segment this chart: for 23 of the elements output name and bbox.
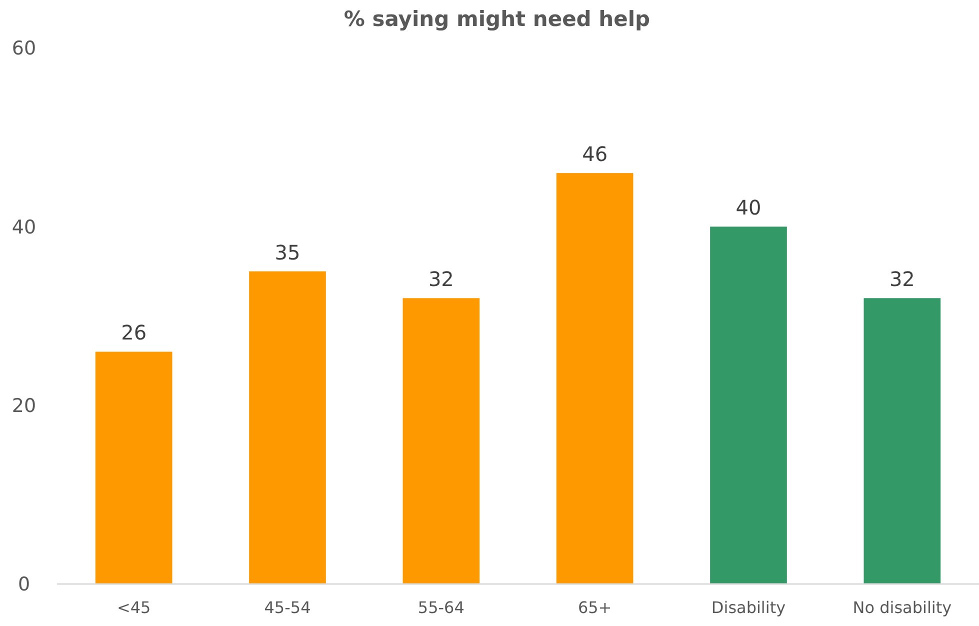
bar bbox=[95, 352, 172, 584]
data-label: 32 bbox=[889, 267, 915, 292]
chart-title: % saying might need help bbox=[344, 7, 650, 31]
x-tick-label: <45 bbox=[116, 598, 151, 617]
bar bbox=[556, 173, 634, 584]
data-label: 40 bbox=[736, 196, 762, 220]
bar bbox=[402, 298, 480, 584]
x-tick-label: 55-64 bbox=[418, 598, 464, 617]
x-tick-label: 65+ bbox=[578, 598, 612, 617]
x-tick-label: Disability bbox=[711, 598, 786, 617]
x-tick-label: 45-54 bbox=[264, 598, 311, 617]
data-label: 46 bbox=[582, 142, 608, 166]
y-tick-label: 20 bbox=[12, 394, 36, 417]
y-tick-label: 0 bbox=[18, 574, 30, 596]
y-tick-label: 60 bbox=[12, 38, 36, 60]
data-label: 35 bbox=[274, 240, 300, 264]
y-tick-label: 40 bbox=[12, 216, 36, 238]
data-label: 32 bbox=[428, 267, 454, 292]
x-tick-label: No disability bbox=[852, 598, 952, 617]
bar bbox=[710, 226, 787, 584]
bar bbox=[864, 298, 941, 584]
bar bbox=[249, 271, 326, 584]
data-label: 26 bbox=[121, 320, 147, 345]
